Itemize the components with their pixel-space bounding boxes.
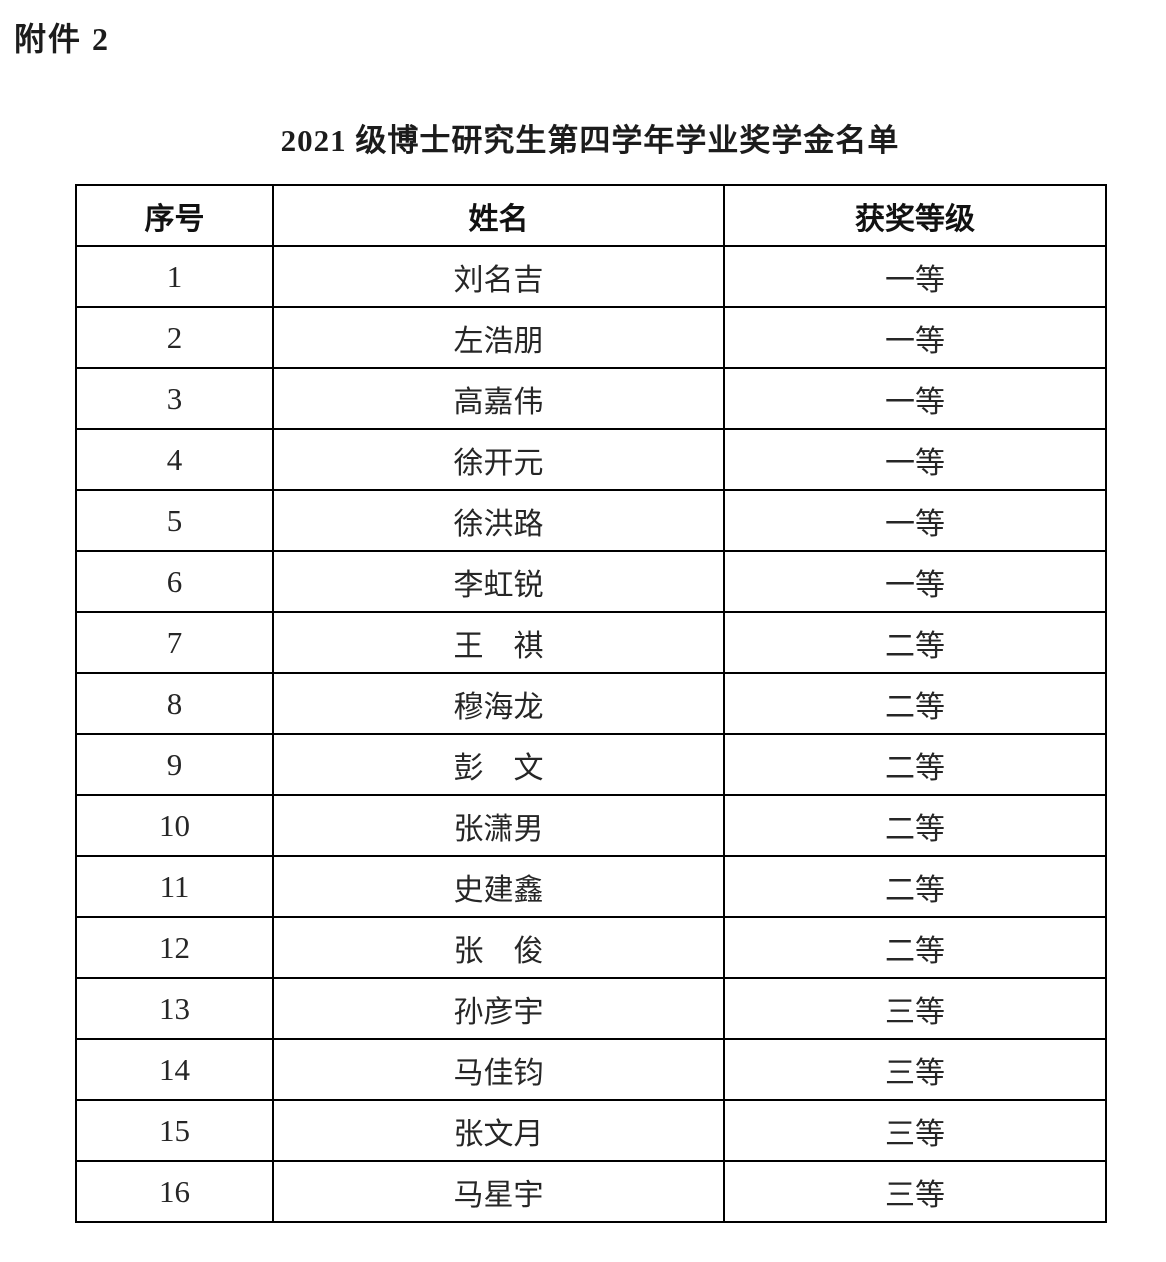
table-row: 7 王 祺 二等 [75, 611, 1107, 674]
attachment-label: 附件 2 [14, 21, 111, 57]
cell-serial-number: 3 [75, 367, 274, 430]
table-row: 13 孙彦宇 三等 [75, 977, 1107, 1040]
cell-serial-number: 11 [75, 855, 274, 918]
cell-student-name: 徐洪路 [272, 489, 725, 552]
header-cell-level: 获奖等级 [723, 184, 1107, 247]
cell-student-name: 张文月 [272, 1099, 725, 1162]
cell-serial-number: 2 [75, 306, 274, 369]
cell-student-name: 徐开元 [272, 428, 725, 491]
cell-award-level: 三等 [723, 1099, 1107, 1162]
cell-student-name: 高嘉伟 [272, 367, 725, 430]
table-row: 14 马佳钧 三等 [75, 1038, 1107, 1101]
cell-award-level: 一等 [723, 245, 1107, 308]
table-row: 5 徐洪路 一等 [75, 489, 1107, 552]
cell-award-level: 三等 [723, 977, 1107, 1040]
cell-student-name: 马佳钧 [272, 1038, 725, 1101]
cell-award-level: 一等 [723, 367, 1107, 430]
table-row: 10 张潇男 二等 [75, 794, 1107, 857]
table-row: 8 穆海龙 二等 [75, 672, 1107, 735]
cell-award-level: 一等 [723, 428, 1107, 491]
cell-student-name: 刘名吉 [272, 245, 725, 308]
cell-student-name: 彭 文 [272, 733, 725, 796]
table-row: 4 徐开元 一等 [75, 428, 1107, 491]
table-row: 9 彭 文 二等 [75, 733, 1107, 796]
cell-award-level: 二等 [723, 916, 1107, 979]
cell-serial-number: 12 [75, 916, 274, 979]
cell-award-level: 二等 [723, 794, 1107, 857]
table-row: 15 张文月 三等 [75, 1099, 1107, 1162]
cell-award-level: 二等 [723, 672, 1107, 735]
cell-award-level: 二等 [723, 855, 1107, 918]
table-body: 1 刘名吉 一等 2 左浩朋 一等 3 高嘉伟 一等 4 徐开元 一等 5 徐洪… [75, 245, 1107, 1223]
cell-student-name: 马星宇 [272, 1160, 725, 1223]
cell-student-name: 李虹锐 [272, 550, 725, 613]
cell-student-name: 张 俊 [272, 916, 725, 979]
cell-serial-number: 5 [75, 489, 274, 552]
cell-student-name: 王 祺 [272, 611, 725, 674]
cell-serial-number: 9 [75, 733, 274, 796]
cell-award-level: 二等 [723, 733, 1107, 796]
cell-award-level: 二等 [723, 611, 1107, 674]
cell-award-level: 一等 [723, 489, 1107, 552]
cell-serial-number: 7 [75, 611, 274, 674]
cell-student-name: 孙彦宇 [272, 977, 725, 1040]
header-cell-no: 序号 [75, 184, 274, 247]
cell-award-level: 一等 [723, 306, 1107, 369]
table-row: 1 刘名吉 一等 [75, 245, 1107, 308]
header-cell-name: 姓名 [272, 184, 725, 247]
table-header: 序号 姓名 获奖等级 [75, 184, 1107, 247]
table-row: 16 马星宇 三等 [75, 1160, 1107, 1223]
header-row: 序号 姓名 获奖等级 [75, 184, 1107, 247]
cell-award-level: 三等 [723, 1160, 1107, 1223]
table-row: 3 高嘉伟 一等 [75, 367, 1107, 430]
table-row: 2 左浩朋 一等 [75, 306, 1107, 369]
cell-student-name: 史建鑫 [272, 855, 725, 918]
cell-serial-number: 14 [75, 1038, 274, 1101]
cell-serial-number: 16 [75, 1160, 274, 1223]
cell-award-level: 一等 [723, 550, 1107, 613]
cell-student-name: 张潇男 [272, 794, 725, 857]
scholarship-table: 序号 姓名 获奖等级 1 刘名吉 一等 2 左浩朋 一等 3 高嘉伟 一等 4 … [75, 184, 1107, 1223]
cell-award-level: 三等 [723, 1038, 1107, 1101]
table-row: 11 史建鑫 二等 [75, 855, 1107, 918]
cell-serial-number: 13 [75, 977, 274, 1040]
cell-serial-number: 15 [75, 1099, 274, 1162]
page-title: 2021 级博士研究生第四学年学业奖学金名单 [280, 123, 900, 158]
table-row: 12 张 俊 二等 [75, 916, 1107, 979]
cell-serial-number: 4 [75, 428, 274, 491]
cell-serial-number: 1 [75, 245, 274, 308]
cell-student-name: 左浩朋 [272, 306, 725, 369]
cell-serial-number: 10 [75, 794, 274, 857]
cell-student-name: 穆海龙 [272, 672, 725, 735]
table-row: 6 李虹锐 一等 [75, 550, 1107, 613]
cell-serial-number: 8 [75, 672, 274, 735]
cell-serial-number: 6 [75, 550, 274, 613]
